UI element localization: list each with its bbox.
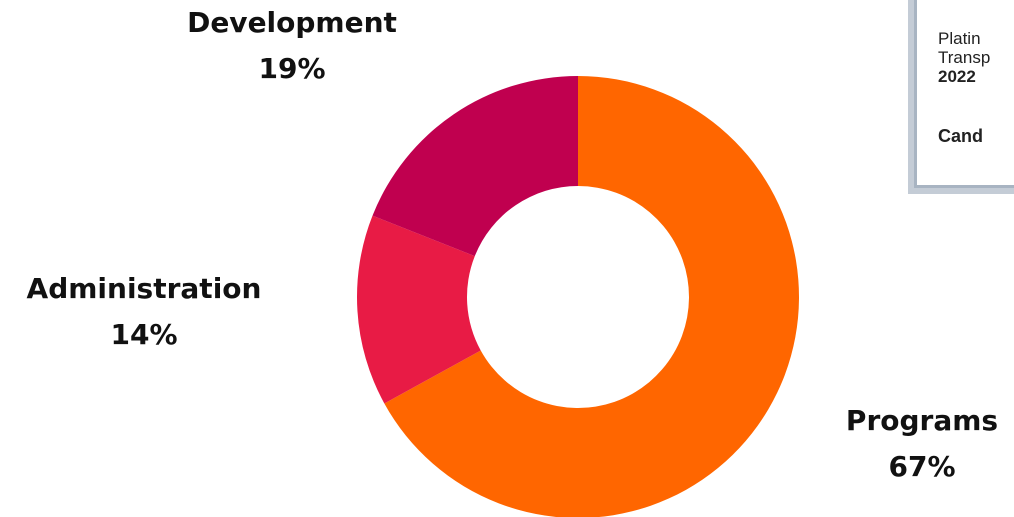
label-programs-name: Programs [845, 404, 999, 437]
label-programs-value: 67% [888, 450, 956, 483]
badge-line-2: Transp [938, 48, 991, 67]
label-administration: Administration 14% [4, 266, 284, 358]
badge-inner: Platin Transp 2022 Cand [914, 0, 1014, 188]
badge-line-1: Platin [938, 29, 981, 48]
label-development-name: Development [187, 6, 397, 39]
slice-programs [384, 76, 799, 517]
transparency-badge[interactable]: Platin Transp 2022 Cand [908, 0, 1014, 194]
label-development-value: 19% [258, 52, 326, 85]
label-administration-value: 14% [110, 318, 178, 351]
label-administration-name: Administration [26, 272, 262, 305]
label-development: Development 19% [172, 0, 412, 92]
label-programs: Programs 67% [832, 398, 1012, 490]
slice-administration [357, 215, 481, 404]
donut-slices [357, 76, 799, 517]
badge-brand: Cand [938, 126, 983, 146]
slice-development [372, 76, 578, 257]
badge-year: 2022 [938, 67, 976, 86]
